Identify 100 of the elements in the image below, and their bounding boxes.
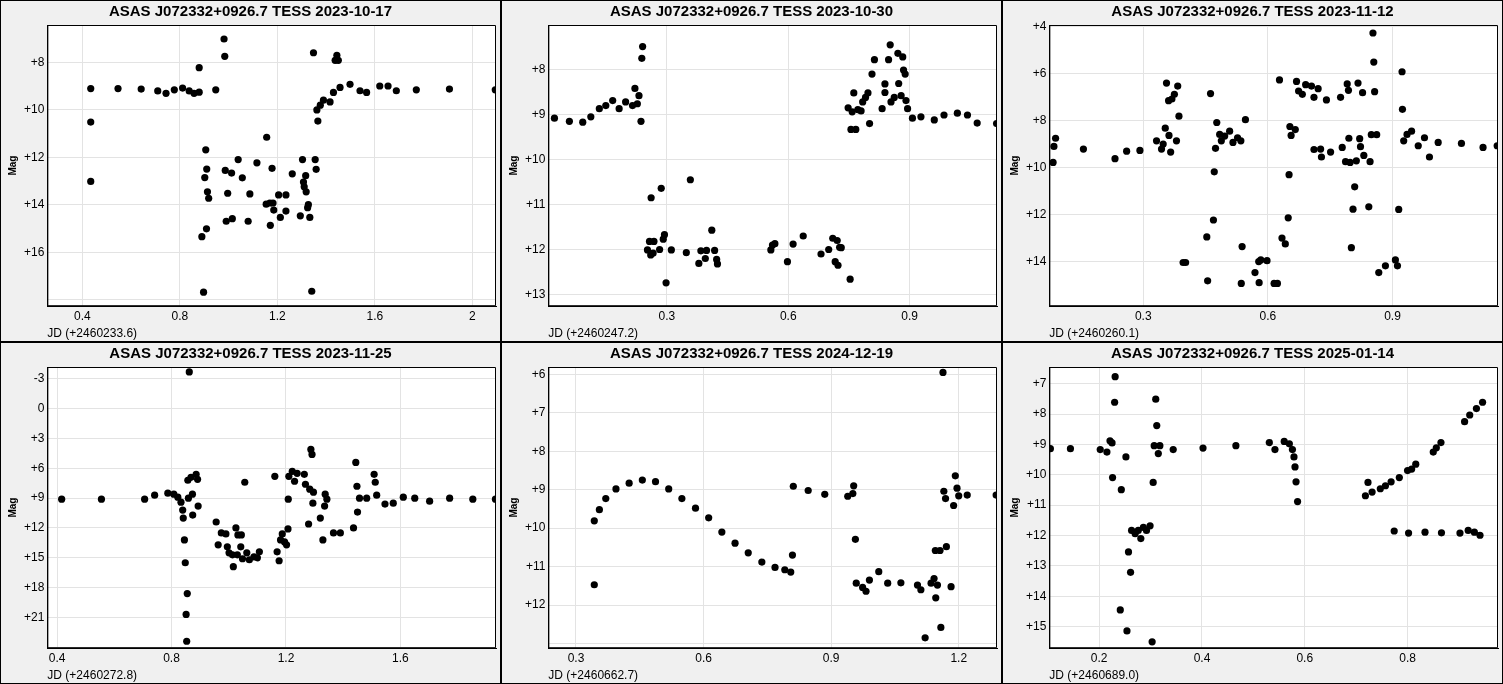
y-tick-label: +8 xyxy=(531,62,546,77)
chart-title: ASAS J072332+0926.7 TESS 2023-11-12 xyxy=(1111,2,1394,20)
y-tick-label: +15 xyxy=(1026,618,1047,633)
y-tick-label: +10 xyxy=(525,520,546,535)
x-tick-label: 0.9 xyxy=(1384,308,1402,323)
y-axis-title: Mag xyxy=(1008,155,1020,176)
y-tick-label: +12 xyxy=(24,520,45,535)
point xyxy=(771,563,779,572)
chart-title: ASAS J072332+0926.7 TESS 2023-11-25 xyxy=(109,344,392,362)
y-tick-label: +9 xyxy=(1032,436,1047,451)
y-tick-label: +10 xyxy=(1026,159,1047,174)
point xyxy=(955,492,963,500)
point xyxy=(787,568,795,576)
y-tick-label: +13 xyxy=(1026,558,1047,573)
y-tick-label: +9 xyxy=(30,490,45,505)
point xyxy=(940,487,948,495)
x-tick-label: 0.4 xyxy=(74,308,92,323)
x-tick-label: 0.4 xyxy=(1193,650,1211,665)
x-axis-title: JD (+2460689.0) xyxy=(1049,668,1140,683)
y-tick-label: +4 xyxy=(1032,18,1047,33)
point xyxy=(852,579,860,587)
y-tick-label: +10 xyxy=(1026,467,1047,482)
chart-title: ASAS J072332+0926.7 TESS 2024-12-19 xyxy=(609,344,894,362)
point xyxy=(590,581,598,589)
y-tick-label: +13 xyxy=(525,287,546,302)
point xyxy=(625,479,633,487)
point xyxy=(691,504,700,512)
point xyxy=(947,583,955,591)
y-tick-label: +7 xyxy=(1032,376,1047,391)
y-tick-label: +12 xyxy=(525,242,546,257)
y-tick-label: +8 xyxy=(1032,112,1047,127)
point xyxy=(602,494,610,503)
x-tick-label: 0.6 xyxy=(1259,308,1277,323)
x-tick-label: 0.6 xyxy=(779,308,797,323)
x-tick-label: 1.6 xyxy=(366,308,384,323)
y-tick-label: +9 xyxy=(531,107,546,122)
point xyxy=(862,587,870,595)
y-tick-label: +10 xyxy=(24,102,45,117)
point xyxy=(850,482,858,490)
point xyxy=(937,623,945,632)
point xyxy=(953,484,961,492)
point xyxy=(678,494,686,503)
point xyxy=(921,634,929,642)
point xyxy=(789,482,797,490)
point xyxy=(590,517,598,525)
y-tick-label: +7 xyxy=(531,405,546,420)
point xyxy=(875,568,883,576)
chart-title: ASAS J072332+0926.7 TESS 2023-10-17 xyxy=(108,2,393,20)
x-tick-label: 0.2 xyxy=(1090,650,1108,665)
point xyxy=(781,566,789,574)
y-tick-label: +14 xyxy=(24,197,45,212)
y-tick-label: +16 xyxy=(24,244,45,259)
chart-title: ASAS J072332+0926.7 TESS 2023-10-30 xyxy=(609,2,894,20)
x-tick-label: 0.3 xyxy=(567,650,585,665)
point xyxy=(950,501,958,510)
x-axis-title: JD (+2460260.1) xyxy=(1049,326,1140,341)
x-tick-label: 1.2 xyxy=(269,308,287,323)
y-tick-label: +6 xyxy=(531,366,546,381)
point xyxy=(936,546,944,555)
y-axis-title: Mag xyxy=(507,497,519,518)
x-axis-title: JD (+2460247.2) xyxy=(548,326,639,341)
point xyxy=(932,594,940,602)
x-tick-label: 2 xyxy=(469,308,477,323)
y-tick-label: +14 xyxy=(1026,253,1047,268)
y-axis-title: Mag xyxy=(6,155,18,176)
y-tick-label: +12 xyxy=(1026,206,1047,221)
point xyxy=(951,472,959,480)
y-axis-title: Mag xyxy=(507,155,519,176)
x-tick-label: 0.3 xyxy=(658,308,676,323)
point xyxy=(705,514,713,522)
point xyxy=(651,478,660,486)
x-tick-label: 0.9 xyxy=(901,308,919,323)
point xyxy=(731,539,739,547)
x-tick-label: 1.6 xyxy=(392,650,410,665)
point xyxy=(718,528,726,536)
y-tick-label: +8 xyxy=(1032,406,1047,421)
point xyxy=(851,535,859,543)
point xyxy=(884,579,892,587)
x-tick-label: 0.9 xyxy=(822,650,840,665)
point xyxy=(804,486,812,495)
y-tick-label: 0 xyxy=(37,401,45,416)
x-axis-title: JD (+2460272.8) xyxy=(47,668,138,683)
point xyxy=(744,549,752,557)
y-tick-label: +11 xyxy=(525,197,546,212)
x-tick-label: 1.2 xyxy=(950,650,968,665)
point xyxy=(788,551,797,559)
y-tick-label: +12 xyxy=(525,597,546,612)
x-tick-label: 0.8 xyxy=(163,650,181,665)
point xyxy=(665,485,673,493)
point xyxy=(897,579,905,587)
y-tick-label: +3 xyxy=(30,430,45,445)
point xyxy=(821,490,829,498)
y-tick-label: +11 xyxy=(1026,497,1047,512)
x-tick-label: 0.3 xyxy=(1134,308,1152,323)
y-tick-label: +11 xyxy=(525,558,546,573)
y-tick-label: +9 xyxy=(531,482,546,497)
point xyxy=(758,558,766,566)
x-tick-label: 0.8 xyxy=(1399,650,1417,665)
point xyxy=(963,491,971,499)
y-axis-title: Mag xyxy=(6,497,18,518)
